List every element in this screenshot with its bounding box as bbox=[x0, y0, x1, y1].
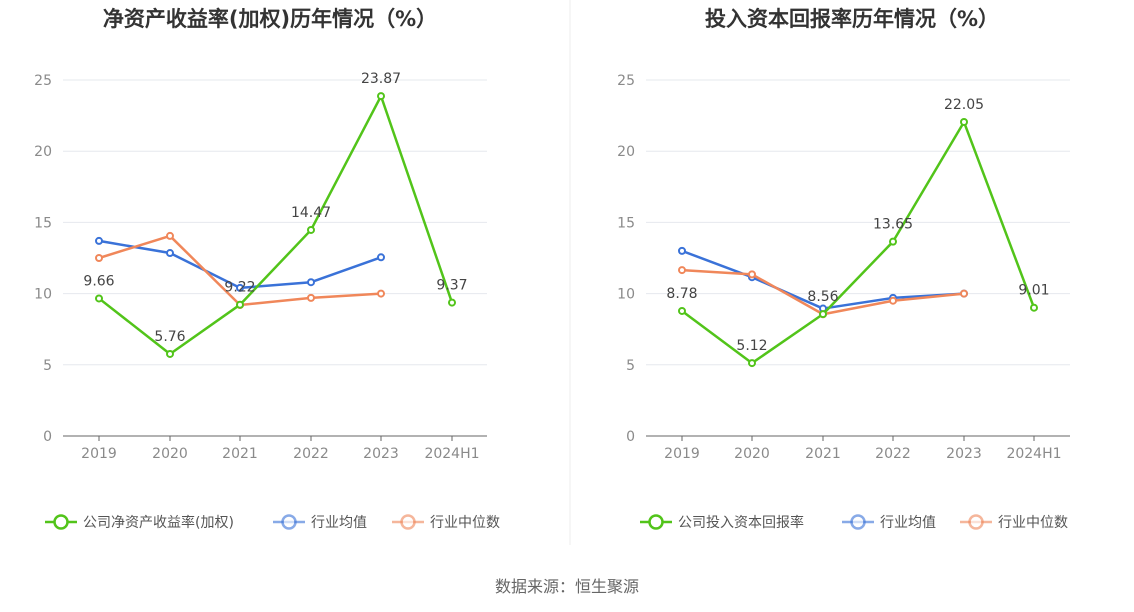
y-tick-label: 15 bbox=[34, 215, 52, 231]
data-label: 23.87 bbox=[361, 71, 401, 87]
y-tick-label: 0 bbox=[626, 429, 635, 445]
y-tick-label: 25 bbox=[617, 73, 635, 89]
legend-item[interactable]: 公司净资产收益率(加权) bbox=[45, 514, 234, 531]
data-point bbox=[960, 118, 968, 127]
chart-panel-roic: 投入资本回报率历年情况（%） 0 5 10 15 20 25 2019 2020 2021 2022… bbox=[617, 7, 1070, 531]
y-tick-label: 20 bbox=[34, 144, 52, 160]
y-tick-label: 15 bbox=[617, 215, 635, 231]
legend-swatch-marker bbox=[281, 514, 297, 530]
legend-item[interactable]: 公司投入资本回报率 bbox=[640, 514, 804, 531]
data-point bbox=[678, 306, 686, 315]
legend-label: 行业中位数 bbox=[998, 515, 1068, 531]
data-point bbox=[448, 298, 456, 307]
data-point bbox=[377, 92, 385, 101]
x-tick-label: 2023 bbox=[363, 446, 399, 462]
data-point bbox=[377, 289, 385, 298]
chart-panel-roe: 净资产收益率(加权)历年情况（%） 0 5 10 15 20 25 2019 2020 2021 2… bbox=[34, 7, 500, 531]
legend-item[interactable]: 行业中位数 bbox=[960, 514, 1068, 531]
series-line-0 bbox=[98, 94, 454, 356]
chart-title: 净资产收益率(加权)历年情况（%） bbox=[103, 7, 437, 31]
legend-swatch-marker bbox=[400, 514, 416, 530]
data-point bbox=[1030, 303, 1038, 312]
x-tick-label: 2024H1 bbox=[424, 446, 479, 462]
data-point bbox=[236, 300, 244, 309]
x-tick-label: 2019 bbox=[664, 446, 700, 462]
series-line-0 bbox=[681, 120, 1036, 365]
y-tick-label: 25 bbox=[34, 73, 52, 89]
data-point bbox=[95, 236, 103, 245]
x-tick-label: 2022 bbox=[875, 446, 911, 462]
x-tick-label: 2021 bbox=[222, 446, 258, 462]
data-label: 5.12 bbox=[736, 338, 767, 354]
data-point bbox=[377, 253, 385, 262]
legend-swatch-marker bbox=[53, 514, 69, 530]
data-point bbox=[748, 359, 756, 368]
legend-item[interactable]: 行业均值 bbox=[842, 514, 936, 531]
data-point bbox=[678, 266, 686, 275]
legend-swatch-marker bbox=[648, 514, 664, 530]
data-label: 22.05 bbox=[944, 97, 984, 113]
data-point bbox=[960, 289, 968, 298]
chart-title: 投入资本回报率历年情况（%） bbox=[705, 7, 999, 31]
y-tick-label: 5 bbox=[43, 358, 52, 374]
data-label: 9.66 bbox=[83, 273, 114, 289]
data-label: 9.37 bbox=[436, 278, 467, 294]
y-tick-label: 5 bbox=[626, 358, 635, 374]
y-tick-label: 0 bbox=[43, 429, 52, 445]
data-label: 8.78 bbox=[666, 286, 697, 302]
x-tick-label: 2020 bbox=[734, 446, 770, 462]
data-point bbox=[166, 249, 174, 258]
data-label: 13.65 bbox=[873, 217, 913, 233]
data-point bbox=[307, 225, 315, 234]
y-tick-label: 10 bbox=[34, 287, 52, 303]
data-point bbox=[889, 296, 897, 305]
data-point bbox=[748, 270, 756, 279]
x-tick-label: 2021 bbox=[805, 446, 841, 462]
legend-label: 行业均值 bbox=[311, 515, 367, 531]
x-tick-label: 2023 bbox=[946, 446, 982, 462]
data-source-note: 数据来源：恒生聚源 bbox=[495, 577, 639, 596]
data-label: 8.56 bbox=[807, 289, 838, 305]
legend-label: 公司净资产收益率(加权) bbox=[83, 514, 234, 531]
data-point bbox=[95, 294, 103, 303]
x-tick-label: 2022 bbox=[293, 446, 329, 462]
data-point bbox=[307, 278, 315, 287]
legend-label: 行业均值 bbox=[880, 515, 936, 531]
data-point bbox=[819, 310, 827, 319]
data-label: 14.47 bbox=[291, 205, 331, 221]
x-tick-label: 2024H1 bbox=[1006, 446, 1061, 462]
data-label: 5.76 bbox=[154, 329, 185, 345]
data-point bbox=[307, 293, 315, 302]
y-tick-label: 20 bbox=[617, 144, 635, 160]
legend-swatch-marker bbox=[968, 514, 984, 530]
data-point bbox=[236, 283, 244, 292]
legend-label: 公司投入资本回报率 bbox=[678, 514, 804, 531]
legend-item[interactable]: 行业中位数 bbox=[392, 514, 500, 531]
data-point bbox=[166, 349, 174, 358]
data-point bbox=[166, 231, 174, 240]
data-point bbox=[889, 237, 897, 246]
data-label: 9.01 bbox=[1018, 283, 1049, 299]
data-label: 9.22 bbox=[224, 280, 255, 296]
x-tick-label: 2020 bbox=[152, 446, 188, 462]
data-point bbox=[95, 254, 103, 262]
y-tick-label: 10 bbox=[617, 287, 635, 303]
legend-label: 行业中位数 bbox=[430, 515, 500, 531]
data-point bbox=[678, 246, 686, 255]
x-tick-label: 2019 bbox=[81, 446, 117, 462]
legend-swatch-marker bbox=[850, 514, 866, 530]
legend-item[interactable]: 行业均值 bbox=[273, 514, 367, 531]
